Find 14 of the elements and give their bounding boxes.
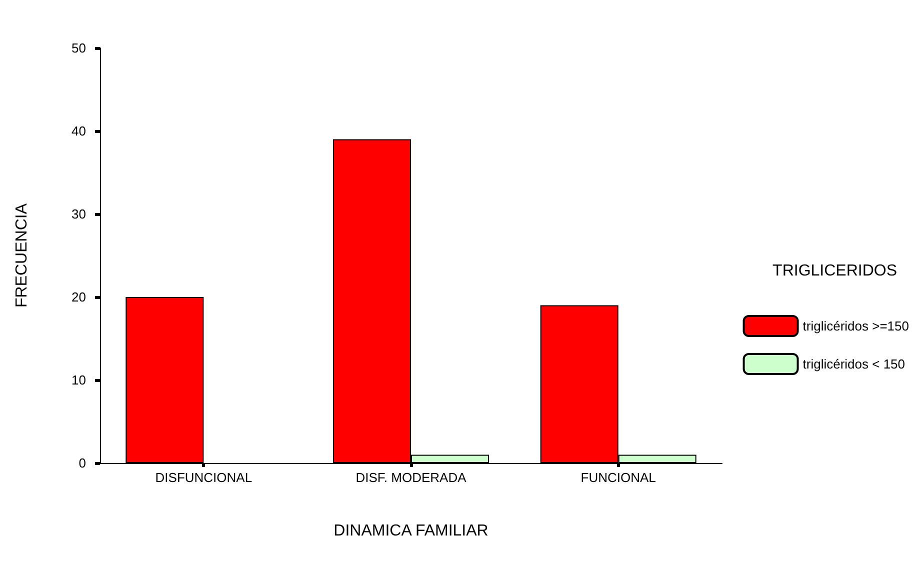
legend-label: triglicéridos < 150 (802, 356, 906, 372)
y-tick-label: 40 (72, 124, 86, 138)
x-tick-label: FUNCIONAL (580, 470, 656, 485)
y-tick-label: 30 (72, 206, 86, 222)
x-tick-label: DISFUNCIONAL (155, 470, 252, 485)
legend-label: triglicéridos >=150 (802, 318, 910, 334)
y-tick-label: 20 (72, 290, 86, 304)
y-axis-title: FRECUENCIA (14, 203, 30, 308)
y-tick-label: 0 (78, 456, 86, 470)
y-tick-label: 10 (72, 372, 86, 388)
x-axis-title: DINAMICA FAMILIAR (334, 522, 488, 540)
x-tick-label: DISF. MODERADA (356, 470, 467, 485)
legend-title: TRIGLICERIDOS (772, 262, 898, 280)
y-tick-label: 50 (72, 40, 86, 56)
